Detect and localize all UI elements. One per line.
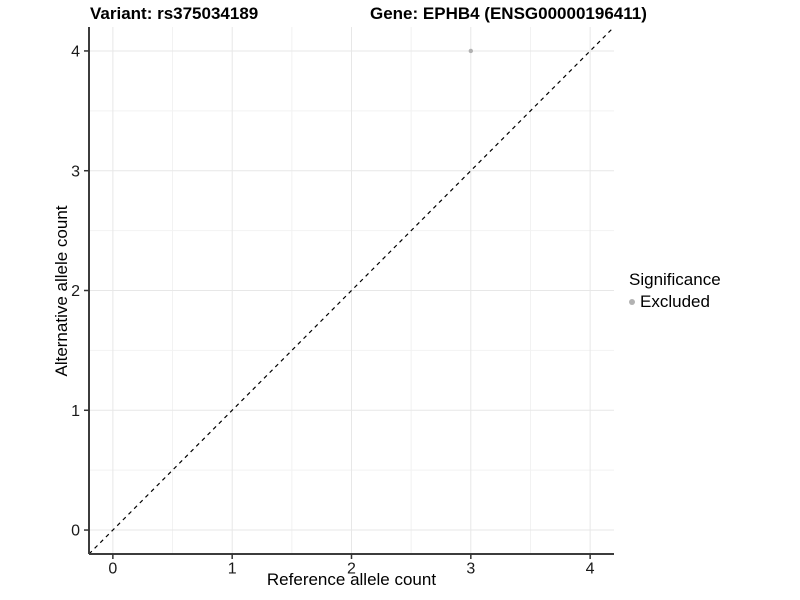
x-tick-label: 2 [347,560,356,577]
y-tick-label: 4 [71,44,80,61]
identity-line [88,26,615,555]
legend-item-excluded: Excluded [629,292,721,312]
variant-title: Variant: rs375034189 [90,4,259,23]
data-point [468,48,474,54]
x-tick-label: 1 [228,560,237,577]
y-tick-label: 1 [71,403,80,420]
y-tick-label: 0 [71,523,80,540]
y-axis-title: Alternative allele count [52,205,71,377]
gene-title: Gene: EPHB4 (ENSG00000196411) [370,4,647,23]
legend: Significance Excluded [629,270,721,312]
y-tick-label: 2 [71,283,80,300]
x-tick-label: 4 [586,560,595,577]
x-tick-label: 3 [466,560,475,577]
x-axis-title: Reference allele count [266,570,437,589]
excluded-point-icon [629,299,635,305]
y-tick-label: 3 [71,163,80,180]
legend-item-label: Excluded [640,292,710,311]
legend-title: Significance [629,270,721,289]
x-tick-label: 0 [108,560,117,577]
